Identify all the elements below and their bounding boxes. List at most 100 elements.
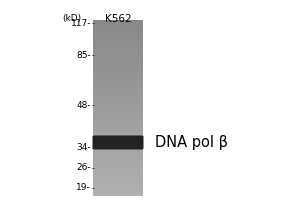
Bar [93, 81, 143, 83]
Bar [93, 117, 143, 118]
Bar [93, 26, 143, 27]
Bar [93, 93, 143, 94]
Text: K562: K562 [105, 14, 131, 24]
Bar [93, 21, 143, 22]
Bar [93, 118, 143, 119]
Bar [93, 58, 143, 60]
Bar [93, 75, 143, 76]
Bar [93, 59, 143, 61]
Bar [93, 86, 143, 87]
Bar [93, 169, 143, 170]
Bar [93, 45, 143, 46]
Bar [93, 129, 143, 131]
Bar [93, 78, 143, 79]
Bar [93, 54, 143, 55]
Bar [93, 22, 143, 23]
Bar [93, 151, 143, 153]
Bar [93, 142, 143, 144]
Bar [93, 98, 143, 99]
Bar [93, 71, 143, 72]
Bar [93, 121, 143, 122]
Bar [93, 30, 143, 32]
Bar [93, 186, 143, 188]
Bar [93, 131, 143, 132]
Bar [93, 192, 143, 194]
Bar [93, 24, 143, 26]
Bar [93, 95, 143, 97]
Bar [93, 173, 143, 174]
Bar [93, 141, 143, 142]
Bar [93, 148, 143, 149]
Bar [93, 39, 143, 41]
Bar [93, 133, 143, 134]
Bar [93, 146, 143, 147]
Bar [93, 58, 143, 59]
Bar [93, 104, 143, 105]
Bar [93, 33, 143, 34]
Bar [93, 28, 143, 29]
Bar [93, 101, 143, 103]
Bar [93, 190, 143, 191]
Bar [93, 135, 143, 136]
Bar [93, 116, 143, 118]
Bar [93, 188, 143, 189]
Bar [93, 44, 143, 45]
Bar [93, 63, 143, 64]
Bar [93, 65, 143, 66]
Bar [93, 115, 143, 117]
Bar [93, 80, 143, 82]
Bar [93, 77, 143, 78]
Bar [93, 167, 143, 168]
Bar [93, 194, 143, 196]
Bar [93, 67, 143, 69]
Bar [93, 150, 143, 152]
Bar [93, 23, 143, 24]
Bar [93, 128, 143, 129]
Bar [93, 66, 143, 67]
Bar [93, 166, 143, 168]
Bar [93, 41, 143, 42]
Bar [93, 27, 143, 28]
Bar [93, 90, 143, 91]
Bar [93, 35, 143, 36]
Text: (kD): (kD) [62, 14, 82, 23]
Bar [93, 103, 143, 104]
Bar [93, 114, 143, 116]
Bar [93, 111, 143, 112]
Bar [93, 170, 143, 172]
Bar [93, 129, 143, 130]
Bar [93, 69, 143, 70]
Bar [93, 187, 143, 188]
Text: 117-: 117- [70, 19, 91, 27]
Bar [93, 20, 143, 21]
Text: 26-: 26- [76, 164, 91, 172]
Bar [93, 124, 143, 126]
Bar [93, 139, 143, 140]
Bar [93, 84, 143, 85]
Text: 85-: 85- [76, 50, 91, 60]
Bar [93, 52, 143, 54]
Bar [93, 72, 143, 74]
Bar [93, 112, 143, 113]
Bar [93, 184, 143, 186]
Bar [93, 51, 143, 52]
Bar [93, 25, 143, 27]
Bar [93, 156, 143, 158]
Bar [93, 168, 143, 169]
Bar [93, 149, 143, 150]
Bar [93, 142, 143, 143]
Bar [93, 64, 143, 65]
Bar [93, 110, 143, 112]
Bar [93, 82, 143, 84]
Bar [93, 60, 143, 62]
Bar [93, 73, 143, 75]
Bar [93, 57, 143, 58]
Bar [93, 48, 143, 49]
Bar [93, 154, 143, 155]
Bar [93, 155, 143, 156]
Bar [93, 46, 143, 48]
Bar [93, 123, 143, 125]
Bar [93, 79, 143, 80]
Bar [93, 30, 143, 31]
Bar [93, 113, 143, 114]
